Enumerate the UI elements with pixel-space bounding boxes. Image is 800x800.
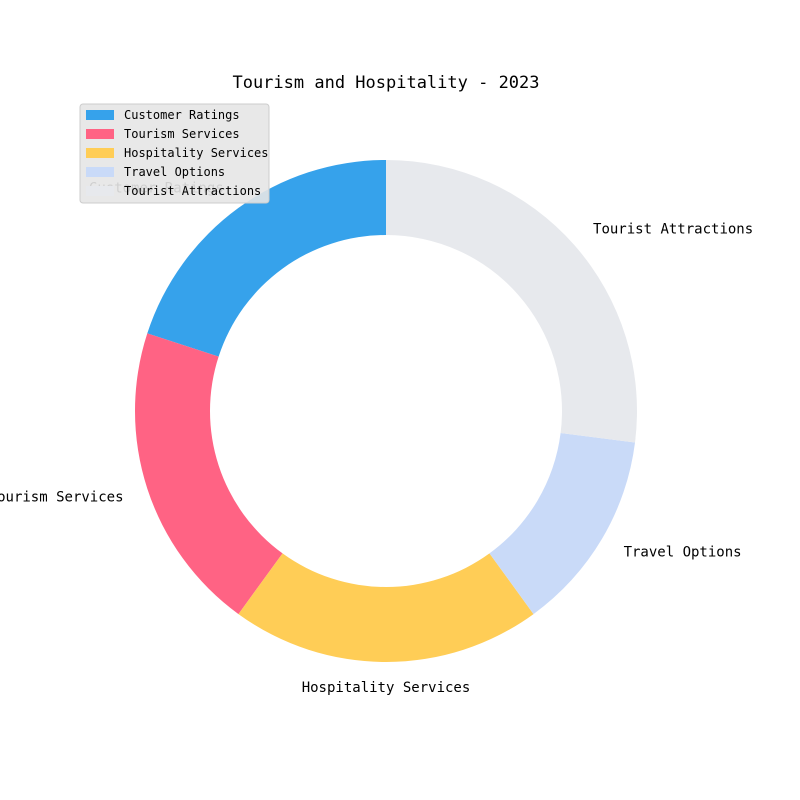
legend-swatch-tourism-services — [86, 129, 114, 139]
chart-title: Tourism and Hospitality - 2023 — [232, 73, 539, 93]
legend-swatch-customer-ratings — [86, 110, 114, 120]
slice-tourism-services — [135, 333, 283, 614]
legend-swatch-travel-options — [86, 167, 114, 177]
slice-label-tourism-services: Tourism Services — [0, 489, 124, 505]
legend-label-travel-options: Travel Options — [124, 165, 225, 179]
legend-swatch-tourist-attractions — [86, 186, 114, 196]
legend: Customer Ratings Tourism Services Hospital… — [80, 104, 269, 203]
slice-label-travel-options: Travel Options — [624, 544, 742, 560]
slice-hospitality-services — [238, 553, 533, 662]
slices-group — [135, 160, 637, 662]
legend-label-customer-ratings: Customer Ratings — [124, 108, 240, 122]
legend-label-tourism-services: Tourism Services — [124, 127, 240, 141]
legend-swatch-hospitality-services — [86, 148, 114, 158]
legend-label-hospitality-services: Hospitality Services — [124, 146, 269, 160]
slice-label-hospitality-services: Hospitality Services — [302, 680, 471, 696]
slice-tourist-attractions — [386, 160, 637, 442]
slice-label-tourist-attractions: Tourist Attractions — [593, 221, 753, 237]
legend-label-tourist-attractions: Tourist Attractions — [124, 184, 261, 198]
